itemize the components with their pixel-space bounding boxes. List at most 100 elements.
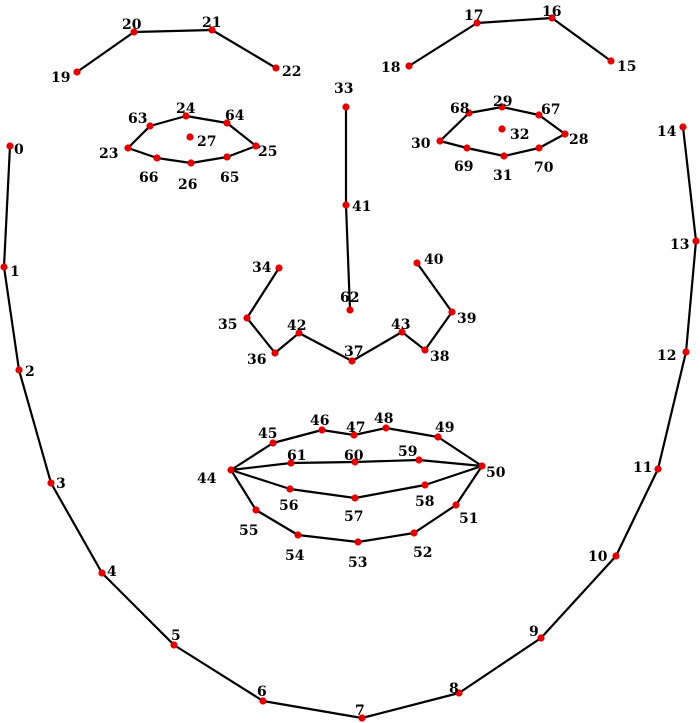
connection-18-17: [407, 21, 479, 68]
landmark-label-35: 35: [218, 317, 237, 333]
connection-35-36: [245, 316, 277, 355]
connection-56-57: [288, 487, 357, 500]
connection-59-50: [417, 458, 484, 468]
landmark-label-54: 54: [285, 548, 305, 564]
landmark-label-1: 1: [10, 264, 20, 280]
landmark-point-30: [436, 137, 444, 145]
landmark-label-41: 41: [352, 199, 371, 215]
landmark-label-20: 20: [122, 17, 142, 33]
landmark-point-18: [405, 62, 413, 70]
landmark-label-46: 46: [310, 413, 329, 429]
landmark-label-7: 7: [355, 703, 365, 719]
connection-26-66: [155, 156, 193, 165]
connection-16-15: [550, 16, 613, 63]
landmark-point-34: [275, 264, 283, 272]
connection-8-9: [457, 636, 543, 695]
landmark-point-37: [348, 357, 356, 365]
landmark-point-69: [463, 144, 471, 152]
landmark-point-20: [130, 28, 138, 36]
landmark-point-25: [252, 142, 260, 150]
landmark-label-50: 50: [486, 465, 506, 481]
landmark-point-9: [537, 634, 545, 642]
landmark-label-59: 59: [398, 444, 417, 460]
connection-7-8: [360, 691, 461, 720]
landmark-label-61: 61: [287, 448, 306, 464]
connection-24-64: [184, 114, 229, 125]
landmark-label-32: 32: [510, 127, 529, 143]
landmark-point-2: [15, 366, 23, 374]
landmark-point-68: [465, 109, 473, 117]
landmark-point-62: [346, 306, 354, 314]
landmark-label-58: 58: [415, 494, 434, 510]
connection-66-23: [126, 146, 159, 160]
landmark-point-22: [272, 64, 280, 72]
connection-47-48: [352, 426, 388, 437]
landmark-label-27: 27: [197, 134, 216, 150]
landmark-point-35: [243, 314, 251, 322]
connection-69-30: [438, 139, 469, 150]
landmark-point-46: [318, 426, 326, 434]
connection-65-26: [189, 155, 229, 165]
connection-64-25: [225, 121, 258, 148]
landmark-label-26: 26: [178, 177, 197, 193]
landmark-label-44: 44: [197, 471, 217, 487]
landmark-label-37: 37: [344, 344, 363, 360]
landmark-label-29: 29: [493, 94, 512, 110]
landmark-point-50: [478, 462, 486, 470]
connection-44-45: [229, 441, 275, 472]
landmark-label-15: 15: [617, 59, 636, 75]
landmark-point-58: [421, 481, 429, 489]
landmark-point-59: [415, 456, 423, 464]
landmark-label-19: 19: [51, 70, 70, 86]
landmark-point-39: [448, 308, 456, 316]
connection-42-37: [297, 331, 354, 363]
connection-3-4: [49, 481, 104, 575]
landmark-connections: [2, 16, 698, 720]
landmark-label-13: 13: [670, 237, 689, 253]
landmark-point-41: [342, 201, 350, 209]
landmark-label-63: 63: [128, 111, 147, 127]
landmark-point-65: [223, 153, 231, 161]
connection-17-16: [475, 16, 554, 25]
connection-43-38: [400, 330, 427, 352]
landmark-point-5: [170, 641, 178, 649]
landmark-point-54: [294, 531, 302, 539]
landmark-label-36: 36: [247, 352, 266, 368]
landmark-label-53: 53: [348, 555, 367, 571]
connection-2-3: [17, 368, 53, 485]
landmark-label-6: 6: [257, 684, 267, 700]
landmark-point-61: [287, 459, 295, 467]
landmark-point-64: [223, 119, 231, 127]
landmark-point-49: [434, 433, 442, 441]
landmark-point-15: [607, 57, 615, 65]
landmark-point-57: [351, 494, 359, 502]
landmark-label-8: 8: [449, 681, 459, 697]
landmark-point-21: [208, 26, 216, 34]
landmark-point-29: [498, 103, 506, 111]
landmark-point-13: [692, 237, 700, 245]
landmark-point-44: [227, 466, 235, 474]
connection-19-20: [75, 30, 136, 74]
landmark-point-66: [153, 154, 161, 162]
connection-13-14: [681, 125, 698, 243]
landmark-label-57: 57: [344, 509, 363, 525]
landmark-point-12: [682, 348, 690, 356]
landmark-label-3: 3: [56, 476, 66, 492]
landmark-label-24: 24: [176, 101, 196, 117]
landmark-label-43: 43: [391, 317, 410, 333]
landmark-label-23: 23: [99, 146, 118, 162]
landmark-label-2: 2: [25, 364, 35, 380]
landmark-point-56: [286, 485, 294, 493]
connection-51-52: [412, 503, 458, 535]
connection-67-28: [537, 113, 567, 136]
connection-21-22: [210, 28, 278, 70]
landmark-label-65: 65: [220, 170, 239, 186]
connection-25-65: [225, 144, 258, 159]
landmark-label-33: 33: [334, 81, 353, 97]
connection-29-67: [500, 105, 541, 117]
connection-50-51: [454, 464, 484, 507]
landmark-point-36: [271, 349, 279, 357]
landmark-point-10: [612, 552, 620, 560]
